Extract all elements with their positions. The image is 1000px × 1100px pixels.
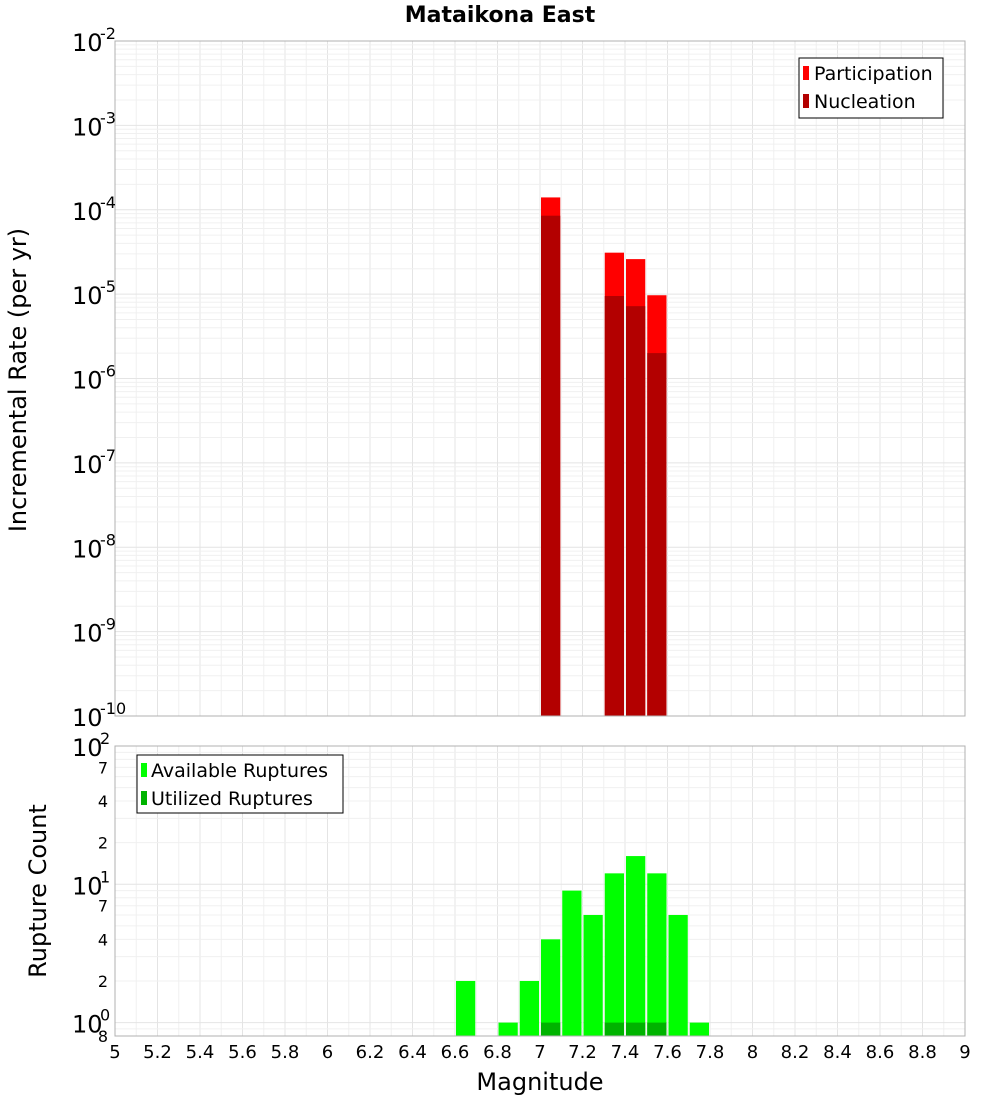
x-tick-label: 5 xyxy=(109,1042,120,1063)
x-tick-label: 7.2 xyxy=(568,1042,597,1063)
bottom-bar-available-ruptures xyxy=(689,1022,709,1036)
bottom-legend-box xyxy=(136,754,344,814)
bottom-plot-bars xyxy=(456,856,709,1036)
top-y-tick-exponent: -8 xyxy=(100,530,116,549)
top-bar-nucleation xyxy=(647,353,667,716)
bottom-bar-available-ruptures xyxy=(583,914,603,1036)
legend-label-utilized-ruptures: Utilized Ruptures xyxy=(151,788,313,810)
bottom-bar-utilized-ruptures xyxy=(541,1022,561,1036)
bottom-bar-available-ruptures xyxy=(626,856,646,1036)
bottom-bar-utilized-ruptures xyxy=(604,1022,624,1036)
top-y-axis-label: Incremental Rate (per yr) xyxy=(4,228,32,532)
top-y-tick-labels: 10-210-310-410-510-610-710-810-910-10 xyxy=(72,24,126,732)
x-tick-label: 6.2 xyxy=(356,1042,385,1063)
top-y-tick-label: 10 xyxy=(72,451,103,479)
top-y-tick-exponent: -10 xyxy=(100,699,126,718)
top-legend: Participation Nucleation xyxy=(798,57,944,119)
bottom-bar-utilized-ruptures xyxy=(626,1022,646,1036)
x-tick-label: 7.4 xyxy=(611,1042,640,1063)
top-y-tick-exponent: -5 xyxy=(100,277,116,296)
bottom-y-tick-exponent: 0 xyxy=(100,1006,110,1025)
bottom-bar-available-ruptures xyxy=(541,939,561,1036)
legend-swatch-nucleation xyxy=(803,94,809,108)
bottom-y-tick-exponent: 2 xyxy=(100,729,110,748)
x-tick-label: 5.2 xyxy=(143,1042,172,1063)
bottom-bar-utilized-ruptures xyxy=(647,1022,667,1036)
bottom-y-tick-exponent: 1 xyxy=(100,867,110,886)
x-tick-label: 8.8 xyxy=(908,1042,937,1063)
bottom-y-tick-label: 10 xyxy=(72,872,103,900)
top-plot-bars xyxy=(541,197,667,717)
x-tick-label: 6.4 xyxy=(398,1042,427,1063)
top-plot-grid xyxy=(114,41,966,717)
x-tick-labels: 5 5.2 5.4 5.6 5.8 6 6.2 6.4 6.6 6.8 7 7.2 7.4 7.6 7.8 8… xyxy=(109,1042,970,1063)
bottom-legend: Available Ruptures Utilized Ruptures xyxy=(136,754,344,814)
bottom-bar-available-ruptures xyxy=(604,873,624,1036)
top-y-tick-exponent: -2 xyxy=(100,24,116,43)
top-plot-frame xyxy=(114,40,966,717)
bottom-bar-available-ruptures xyxy=(498,1022,518,1036)
bottom-bar-available-ruptures xyxy=(456,980,476,1036)
top-y-tick-exponent: -3 xyxy=(100,108,116,127)
bottom-bar-available-ruptures xyxy=(668,914,688,1036)
x-axis-label: Magnitude xyxy=(476,1068,603,1096)
bottom-y-minor-tick-label: 2 xyxy=(98,972,108,991)
chart-title: Mataikona East xyxy=(405,3,596,28)
bottom-bar-available-ruptures xyxy=(647,873,667,1036)
x-tick-label: 8 xyxy=(747,1042,758,1063)
bottom-y-minor-tick-label: 8 xyxy=(98,1027,108,1046)
bottom-y-minor-tick-label: 2 xyxy=(98,834,108,853)
x-tick-label: 5.4 xyxy=(186,1042,215,1063)
legend-label-available-ruptures: Available Ruptures xyxy=(151,760,328,782)
top-y-tick-label: 10 xyxy=(72,198,103,226)
bottom-y-tick-label: 10 xyxy=(72,1011,103,1039)
bottom-y-minor-tick-label: 7 xyxy=(98,897,108,916)
top-y-tick-exponent: -4 xyxy=(100,193,116,212)
x-tick-label: 7.8 xyxy=(696,1042,725,1063)
top-y-tick-exponent: -6 xyxy=(100,362,116,381)
x-tick-label: 5.8 xyxy=(271,1042,300,1063)
bottom-bar-available-ruptures xyxy=(519,980,539,1036)
x-tick-label: 6.6 xyxy=(441,1042,470,1063)
bottom-y-minor-tick-label: 7 xyxy=(98,758,108,777)
top-legend-box xyxy=(798,57,944,119)
top-bar-nucleation xyxy=(604,296,624,716)
x-tick-label: 6 xyxy=(322,1042,333,1063)
legend-swatch-participation xyxy=(803,66,809,80)
legend-swatch-available-ruptures xyxy=(141,763,147,777)
x-tick-label: 8.2 xyxy=(781,1042,810,1063)
top-y-tick-label: 10 xyxy=(72,367,103,395)
top-y-tick-label: 10 xyxy=(72,704,103,732)
x-tick-label: 7 xyxy=(534,1042,545,1063)
x-tick-label: 7.6 xyxy=(653,1042,682,1063)
bottom-bar-available-ruptures xyxy=(562,890,582,1036)
top-bar-nucleation xyxy=(541,215,561,717)
legend-label-nucleation: Nucleation xyxy=(814,91,916,113)
top-y-tick-label: 10 xyxy=(72,29,103,57)
top-y-tick-label: 10 xyxy=(72,282,103,310)
bottom-y-minor-tick-label: 4 xyxy=(98,792,108,811)
bottom-y-minor-tick-label: 4 xyxy=(98,930,108,949)
top-y-tick-exponent: -7 xyxy=(100,446,116,465)
legend-swatch-utilized-ruptures xyxy=(141,791,147,805)
bottom-plot-frame xyxy=(114,745,966,1037)
x-tick-label: 5.6 xyxy=(228,1042,257,1063)
bottom-y-tick-label: 10 xyxy=(72,734,103,762)
bottom-y-axis-label: Rupture Count xyxy=(24,804,52,978)
top-y-tick-label: 10 xyxy=(72,113,103,141)
x-tick-label: 8.4 xyxy=(823,1042,852,1063)
x-tick-label: 9 xyxy=(959,1042,970,1063)
x-tick-label: 6.8 xyxy=(483,1042,512,1063)
legend-label-participation: Participation xyxy=(814,63,933,85)
top-y-tick-exponent: -9 xyxy=(100,615,116,634)
top-bar-nucleation xyxy=(626,306,646,716)
x-tick-label: 8.6 xyxy=(866,1042,895,1063)
top-y-tick-label: 10 xyxy=(72,535,103,563)
top-y-tick-label: 10 xyxy=(72,620,103,648)
